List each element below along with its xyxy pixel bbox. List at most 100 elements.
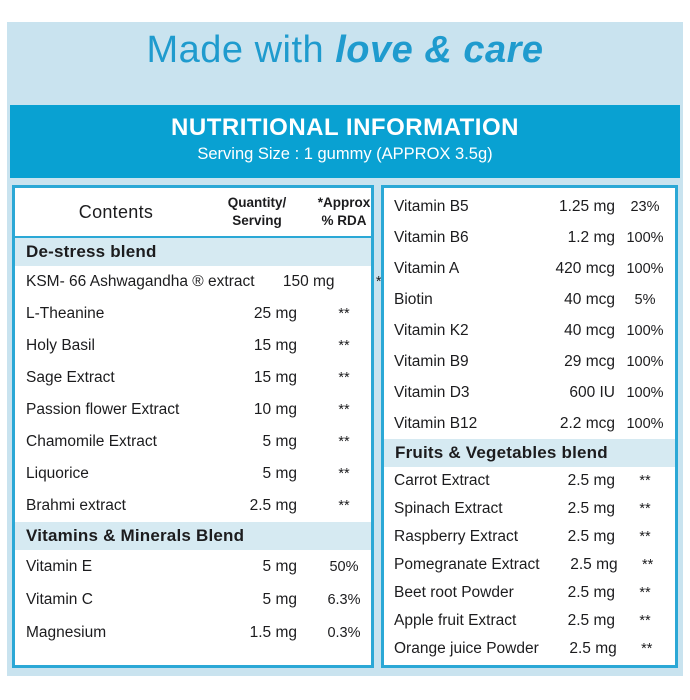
ingredient-quantity: 2.2 mcg <box>559 414 615 432</box>
table-row: Vitamin K2 40 mcg 100% <box>384 315 675 346</box>
ingredient-quantity: 2.5 mg <box>567 612 615 629</box>
ingredient-quantity: 2.5 mg <box>567 528 615 545</box>
ingredient-rda: 100% <box>626 415 664 432</box>
table-row: Vitamin B9 29 mcg 100% <box>384 346 675 377</box>
ingredient-name: L-Theanine <box>26 305 105 322</box>
ingredient-rda: ** <box>338 338 350 354</box>
ingredient-name: Vitamin E <box>26 557 93 575</box>
ingredient-quantity: 2.5 mg <box>569 640 617 657</box>
ingredient-name: Raspberry Extract <box>394 528 519 545</box>
section-header-destress: De-stress blend <box>15 238 371 266</box>
table-row: Orange juice Powder 2.5 mg ** <box>384 635 675 663</box>
table-row: Raspberry Extract 2.5 mg ** <box>384 523 675 551</box>
column-header-rda: *Approx % RDA <box>317 195 371 228</box>
nutrition-table-left: Contents Quantity/ Serving *Approx % RDA… <box>12 185 387 668</box>
ingredient-rda: 6.3% <box>327 591 361 608</box>
table-row: Vitamin A 420 mcg 100% <box>384 253 675 284</box>
table-row: Brahmi extract 2.5 mg ** <box>15 490 371 522</box>
column-header-quantity: Quantity/ Serving <box>227 195 287 228</box>
serving-size: Serving Size : 1 gummy (APPROX 3.5g) <box>197 145 493 163</box>
ingredient-quantity: 40 mcg <box>564 321 615 339</box>
ingredient-name: Brahmi extract <box>26 497 126 514</box>
ingredient-rda: ** <box>338 306 350 322</box>
table-row: Sage Extract 15 mg ** <box>15 362 371 394</box>
section-header-fruits-vegetables: Fruits & Vegetables blend <box>384 439 675 467</box>
table-row: Vitamin D3 600 IU 100% <box>384 377 675 408</box>
ingredient-rda: ** <box>338 434 350 450</box>
ingredient-rda: ** <box>338 402 350 418</box>
ingredient-name: Biotin <box>394 290 433 308</box>
ingredient-quantity: 29 mcg <box>564 352 615 370</box>
table-row: Biotin 40 mcg 5% <box>384 284 675 315</box>
ingredient-name: Vitamin C <box>26 590 93 608</box>
ingredient-rda: 5% <box>634 291 656 308</box>
ingredient-rda: ** <box>639 585 651 601</box>
table-row: L-Theanine 25 mg ** <box>15 298 371 330</box>
table-row: Holy Basil 15 mg ** <box>15 330 371 362</box>
ingredient-rda: 100% <box>626 229 664 246</box>
nutrition-banner: NUTRITIONAL INFORMATION Serving Size : 1… <box>10 105 680 178</box>
table-row: Vitamin E 5 mg 50% <box>15 550 371 583</box>
ingredient-rda: 100% <box>626 384 664 401</box>
ingredient-name: Pomegranate Extract <box>394 556 540 573</box>
table-row: Vitamin C 5 mg 6.3% <box>15 583 371 616</box>
table-row: Pomegranate Extract 2.5 mg ** <box>384 551 675 579</box>
ingredient-quantity: 2.5 mg <box>567 500 615 517</box>
ingredient-quantity: 5 mg <box>262 465 297 482</box>
ingredient-name: Sage Extract <box>26 369 115 386</box>
ingredient-rda: 23% <box>630 198 660 215</box>
page-title: Made with love & care <box>0 24 690 76</box>
ingredient-rda: 100% <box>626 353 664 370</box>
ingredient-name: Apple fruit Extract <box>394 612 517 629</box>
ingredient-name: Passion flower Extract <box>26 401 180 418</box>
ingredient-quantity: 2.5 mg <box>249 497 297 514</box>
ingredient-name: Vitamin B9 <box>394 352 469 370</box>
ingredient-quantity: 1.2 mg <box>567 228 615 246</box>
title-regular: Made with <box>146 29 325 71</box>
table-header-row: Contents Quantity/ Serving *Approx % RDA <box>15 188 371 238</box>
ingredient-rda: ** <box>338 466 350 482</box>
ingredient-rda: ** <box>639 473 651 489</box>
ingredient-name: Spinach Extract <box>394 500 503 517</box>
ingredient-quantity: 5 mg <box>262 590 297 608</box>
ingredient-quantity: 1.5 mg <box>249 623 297 641</box>
table-row: Beet root Powder 2.5 mg ** <box>384 579 675 607</box>
ingredient-name: Orange juice Powder <box>394 640 539 657</box>
table-row: Chamomile Extract 5 mg ** <box>15 426 371 458</box>
title-emphasis: love & care <box>335 29 544 71</box>
ingredient-rda: 0.3% <box>327 624 361 641</box>
ingredient-name: Liquorice <box>26 465 89 482</box>
ingredient-quantity: 2.5 mg <box>567 472 615 489</box>
section-header-vitamins-minerals: Vitamins & Minerals Blend <box>15 522 371 550</box>
table-row: Vitamin B5 1.25 mg 23% <box>384 191 675 222</box>
ingredient-name: Vitamin B12 <box>394 414 478 432</box>
ingredient-rda: ** <box>338 370 350 386</box>
ingredient-quantity: 40 mcg <box>564 290 615 308</box>
ingredient-name: Holy Basil <box>26 337 95 354</box>
ingredient-name: Beet root Powder <box>394 584 514 601</box>
table-row: Carrot Extract 2.5 mg ** <box>384 467 675 495</box>
ingredient-quantity: 600 IU <box>569 383 615 401</box>
ingredient-quantity: 15 mg <box>253 369 297 386</box>
ingredient-name: Chamomile Extract <box>26 433 157 450</box>
ingredient-rda: ** <box>641 557 654 573</box>
ingredient-name: Vitamin B6 <box>394 228 469 246</box>
column-header-contents: Contents <box>78 201 154 222</box>
ingredient-name: Vitamin B5 <box>394 197 469 215</box>
ingredient-rda: 100% <box>626 322 664 339</box>
table-row: KSM- 66 Ashwagandha ® extract 150 mg ** <box>15 266 387 298</box>
ingredient-quantity: 10 mg <box>253 401 297 418</box>
table-row: Liquorice 5 mg ** <box>15 458 371 490</box>
ingredient-name: KSM- 66 Ashwagandha ® extract <box>26 273 255 290</box>
table-row: Vitamin B6 1.2 mg 100% <box>384 222 675 253</box>
ingredient-name: Magnesium <box>26 623 107 641</box>
ingredient-quantity: 5 mg <box>262 557 297 575</box>
ingredient-rda: ** <box>639 613 651 629</box>
ingredient-rda: ** <box>641 641 653 657</box>
ingredient-name: Vitamin D3 <box>394 383 470 401</box>
ingredient-rda: ** <box>338 498 350 514</box>
ingredient-quantity: 15 mg <box>253 337 297 354</box>
nutrition-table-right: Vitamin B5 1.25 mg 23% Vitamin B6 1.2 mg… <box>381 185 678 668</box>
ingredient-quantity: 420 mcg <box>555 259 615 277</box>
